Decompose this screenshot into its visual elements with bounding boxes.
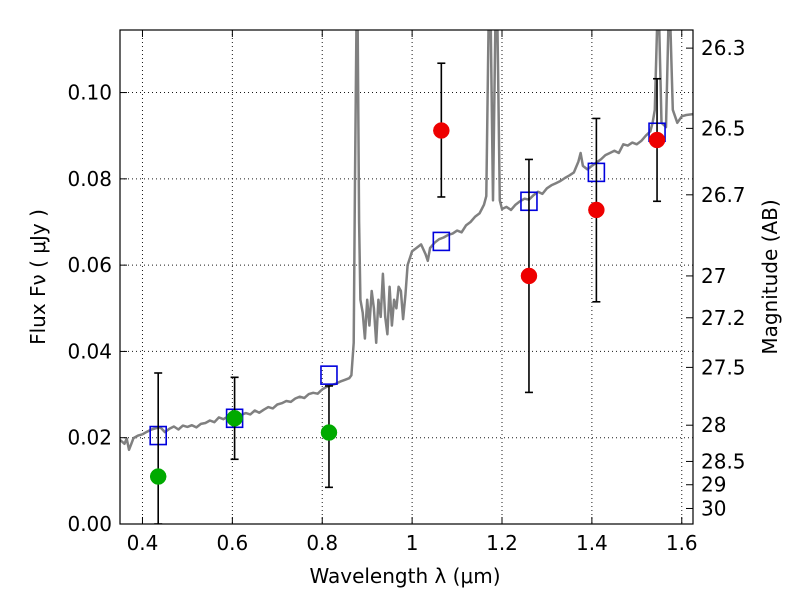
plot-area [120,30,693,524]
x-tick-label: 1 [406,531,419,555]
y-tick-label: 0.04 [67,339,112,363]
right-tick-label: 27.5 [701,355,746,379]
right-axis-label: Magnitude (AB) [758,199,782,354]
y-axis-label: Flux Fν ( μJy ) [26,209,50,345]
observed-point [433,122,450,139]
right-tick-label: 28.5 [701,449,746,473]
x-tick-label: 1.6 [666,531,698,555]
model-band-square [432,231,451,252]
y-tick-label: 0.02 [67,426,112,450]
y-tick-label: 0.10 [67,81,112,105]
x-axis-label: Wavelength λ (μm) [309,564,500,588]
right-tick-label: 26.5 [701,116,746,140]
right-tick-label: 26.3 [701,36,746,60]
y-tick-label: 0.08 [67,167,112,191]
observed-point [149,468,167,485]
observed-point [320,424,338,441]
x-tick-label: 0.8 [306,531,338,555]
axis-ticks [120,30,693,525]
x-tick-label: 0.6 [216,531,248,555]
x-tick-label: 1.4 [576,531,608,555]
observed-point [520,267,538,285]
y-tick-label: 0.00 [67,512,112,536]
x-tick-label: 0.4 [127,531,159,555]
right-tick-label: 27 [701,264,726,288]
y-tick-label: 0.06 [67,253,112,277]
plot-frame [119,29,694,525]
observed-point [648,131,666,149]
x-tick-label: 1.2 [486,531,518,555]
tick-labels: 0.4 0.6 0.8 1 1.2 1.4 1.6 0.00 0.02 0.04 0.06 0.08 0… [67,36,745,555]
observed-point [588,201,605,219]
right-tick-label: 29 [701,473,726,497]
right-tick-label: 27.2 [701,306,746,330]
right-tick-label: 26.7 [701,183,746,207]
right-tick-label: 28 [701,413,726,437]
observed-point [226,410,243,427]
right-tick-label: 30 [701,496,726,520]
model-band-square [320,365,338,385]
